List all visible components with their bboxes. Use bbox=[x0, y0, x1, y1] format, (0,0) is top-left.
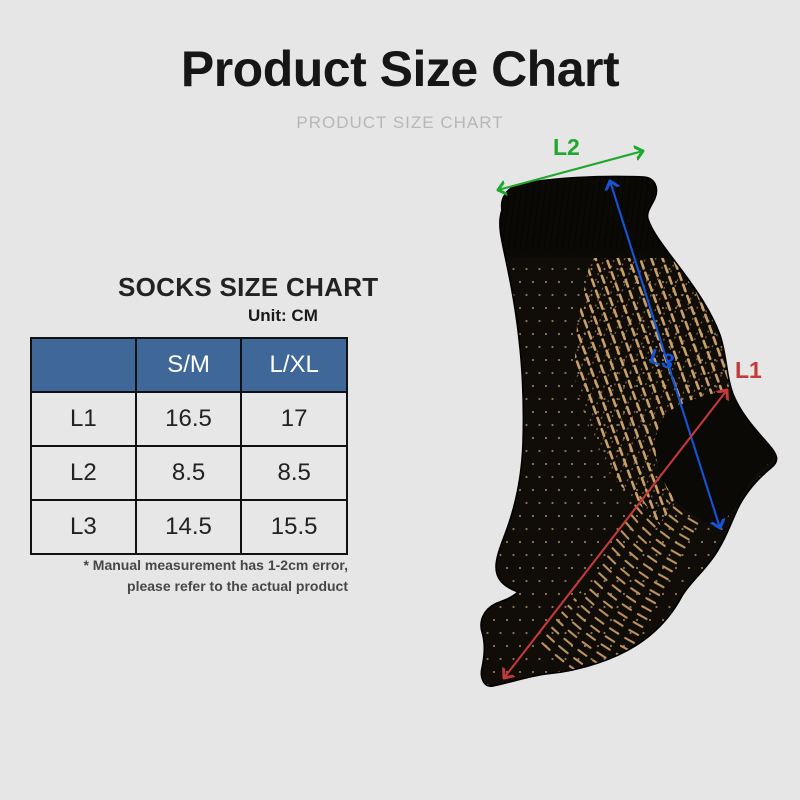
svg-text:L1: L1 bbox=[735, 357, 762, 383]
svg-text:L2: L2 bbox=[553, 134, 580, 160]
